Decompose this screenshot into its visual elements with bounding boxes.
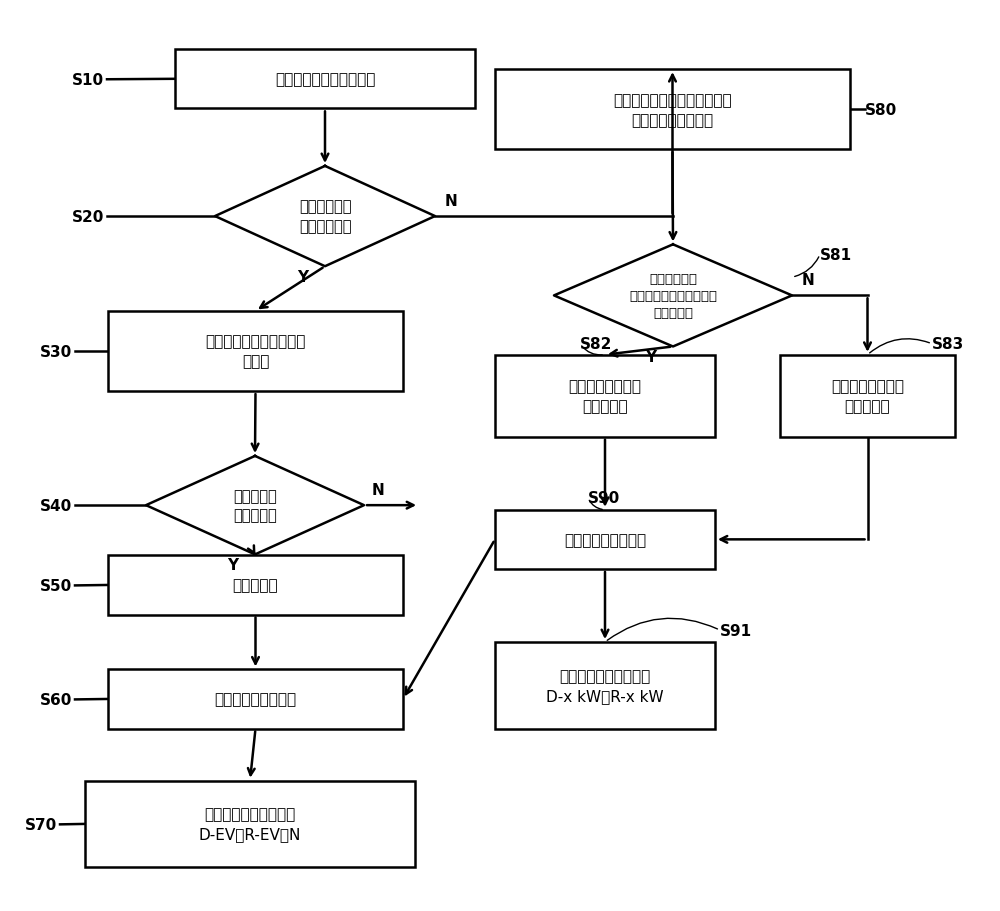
Text: S40: S40: [40, 498, 72, 513]
Text: 显示增程器标识信息：
D-x kW、R-x kW: 显示增程器标识信息： D-x kW、R-x kW: [546, 668, 664, 703]
Bar: [495, 510, 715, 569]
Bar: [175, 50, 475, 109]
Text: N: N: [372, 483, 385, 497]
Text: S80: S80: [865, 103, 897, 118]
Text: N: N: [445, 194, 458, 209]
Text: S90: S90: [588, 491, 620, 506]
Text: S91: S91: [720, 623, 752, 638]
Polygon shape: [554, 245, 792, 347]
Text: N: N: [802, 273, 815, 288]
Bar: [85, 781, 415, 867]
Bar: [108, 556, 403, 615]
Bar: [495, 355, 715, 437]
Text: 判断计算出的
驱动功率是否满足驾驶员
请求的功率: 判断计算出的 驱动功率是否满足驾驶员 请求的功率: [629, 272, 717, 320]
Text: 显示纯电动标识信息：
D-EV、R-EV、N: 显示纯电动标识信息： D-EV、R-EV、N: [199, 806, 301, 842]
Text: 增程器是否
存在误启动: 增程器是否 存在误启动: [233, 488, 277, 523]
Text: 以计算出的驱动功
率驱动车辆: 以计算出的驱动功 率驱动车辆: [831, 379, 904, 414]
Text: 是否进入要求
零排放的区域: 是否进入要求 零排放的区域: [299, 200, 351, 234]
Text: 采集车辆周围的环境信息: 采集车辆周围的环境信息: [275, 72, 375, 87]
Text: S82: S82: [580, 337, 612, 352]
Text: 控制车辆切换至纯电动驱
动模式: 控制车辆切换至纯电动驱 动模式: [205, 334, 306, 369]
Text: 检测车辆的档位信息: 检测车辆的档位信息: [214, 691, 297, 707]
Bar: [780, 355, 955, 437]
Text: 以驾驶员请求的功
率驱动车辆: 以驾驶员请求的功 率驱动车辆: [568, 379, 642, 414]
Bar: [108, 670, 403, 729]
Text: S60: S60: [40, 692, 72, 707]
Text: 关闭增程器: 关闭增程器: [233, 578, 278, 593]
Text: Y: Y: [645, 350, 656, 364]
Bar: [495, 70, 850, 150]
Text: 根据车辆当前的状态信息计算
车辆适合的驱动功率: 根据车辆当前的状态信息计算 车辆适合的驱动功率: [613, 93, 732, 128]
Polygon shape: [146, 456, 364, 555]
Text: S83: S83: [932, 337, 964, 352]
Polygon shape: [215, 167, 435, 267]
Bar: [108, 312, 403, 392]
Text: S30: S30: [40, 344, 72, 359]
Bar: [495, 642, 715, 729]
Text: S20: S20: [72, 210, 104, 224]
Text: Y: Y: [297, 270, 308, 284]
Text: 检测车辆的档位信息: 检测车辆的档位信息: [564, 532, 646, 548]
Text: S70: S70: [25, 817, 57, 832]
Text: S81: S81: [820, 248, 852, 262]
Text: S10: S10: [72, 73, 104, 87]
Text: Y: Y: [227, 558, 238, 572]
Text: S50: S50: [40, 578, 72, 593]
